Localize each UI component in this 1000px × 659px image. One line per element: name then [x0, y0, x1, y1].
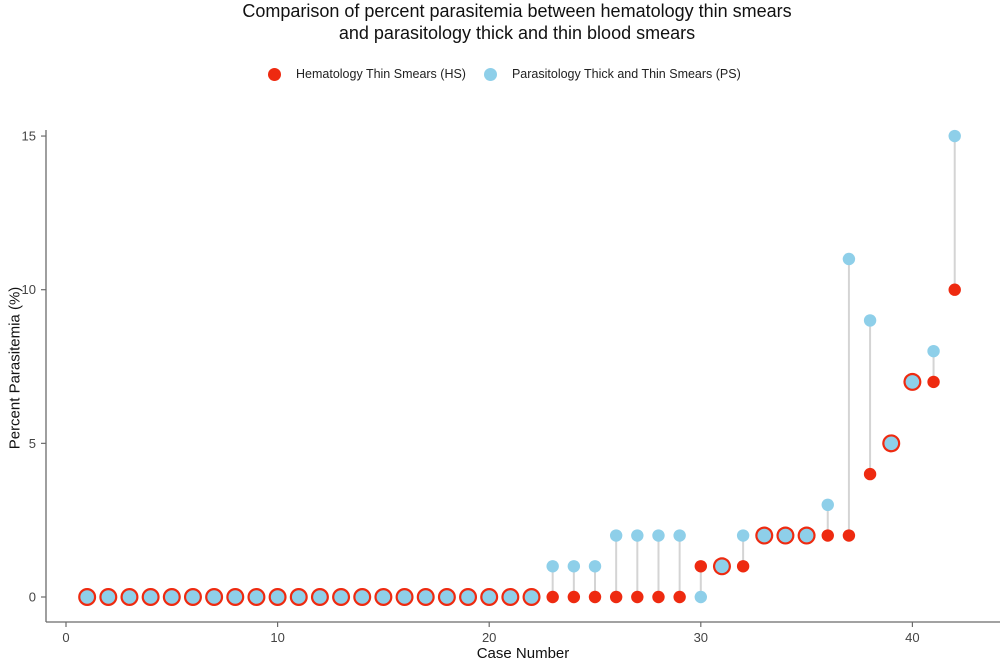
ps-point: [694, 590, 707, 604]
legend-item-ps: Parasitology Thick and Thin Smears (PS): [483, 67, 741, 81]
hs-point: [652, 590, 665, 604]
y-tick-label: 10: [22, 282, 36, 297]
hs-point: [546, 590, 559, 604]
ps-point: [927, 344, 940, 358]
ps-point: [207, 590, 221, 604]
ps-point: [418, 590, 433, 604]
ps-point: [736, 529, 750, 542]
hs-point: [927, 375, 940, 389]
legend-label-hs: Hematology Thin Smears (HS): [296, 67, 466, 81]
y-axis-ticks: 0 5 10 15: [22, 129, 46, 605]
hs-point: [863, 467, 877, 481]
connector-lines: [551, 136, 956, 597]
hs-point: [567, 590, 581, 604]
ps-point: [948, 129, 961, 143]
ps-point: [228, 590, 243, 604]
ps-point: [609, 529, 623, 542]
x-axis-title: Case Number: [477, 645, 570, 659]
ps-point: [863, 314, 877, 327]
chart-title: Comparison of percent parasitemia betwee…: [0, 0, 1000, 44]
ps-point: [122, 590, 137, 604]
ps-point: [778, 528, 793, 543]
y-axis-title: Percent Parasitemia (%): [6, 287, 23, 450]
ps-point: [397, 590, 412, 604]
series-ps-points: [546, 129, 961, 604]
y-tick-label: 15: [22, 129, 36, 144]
hs-point: [631, 590, 644, 604]
hs-point: [736, 560, 750, 573]
ps-point: [631, 529, 644, 542]
ps-point: [503, 590, 518, 604]
hs-point: [609, 590, 623, 604]
legend-marker-ps: [483, 67, 497, 81]
ps-point: [143, 590, 158, 604]
ps-point: [652, 529, 665, 542]
y-tick-label: 0: [29, 590, 36, 605]
legend-marker-hs: [268, 67, 281, 81]
x-axis-ticks: 0 10 20 30 40: [62, 622, 920, 645]
ps-point: [799, 528, 814, 543]
ps-point: [546, 560, 559, 573]
ps-point: [249, 590, 264, 604]
x-tick-label: 40: [905, 630, 919, 645]
x-tick-label: 30: [694, 630, 708, 645]
ps-point: [165, 590, 179, 604]
ps-point: [355, 590, 370, 604]
hs-point: [673, 590, 686, 604]
ps-point: [842, 252, 856, 266]
hs-point: [694, 560, 707, 573]
x-tick-label: 10: [270, 630, 284, 645]
ps-point: [313, 590, 327, 604]
x-tick-label: 20: [482, 630, 496, 645]
ps-point: [757, 528, 772, 543]
ps-point: [588, 560, 602, 573]
ps-point: [673, 529, 686, 542]
legend: Hematology Thin Smears (HS) Parasitology…: [268, 64, 759, 84]
ps-point: [567, 560, 581, 573]
chart-title-line-1: Comparison of percent parasitemia betwee…: [242, 1, 792, 21]
hs-point: [821, 529, 834, 542]
y-tick-label: 5: [29, 436, 36, 451]
hs-point: [842, 529, 856, 542]
ps-point: [524, 590, 539, 604]
ps-point: [905, 375, 920, 389]
hs-point: [948, 283, 961, 296]
ps-point: [80, 590, 94, 604]
hs-point: [588, 590, 602, 604]
ps-point: [376, 590, 391, 604]
ps-point: [101, 590, 116, 604]
ps-point: [482, 590, 497, 604]
legend-label-ps: Parasitology Thick and Thin Smears (PS): [511, 67, 741, 81]
series-hs-points: [78, 283, 961, 606]
ps-point: [291, 590, 306, 604]
ps-point: [334, 590, 348, 604]
ps-point: [884, 436, 899, 451]
legend-item-hs: Hematology Thin Smears (HS): [268, 67, 466, 81]
ps-point: [715, 559, 729, 574]
chart-title-line-2: and parasitology thick and thin blood sm…: [338, 23, 696, 43]
ps-point: [821, 498, 834, 512]
x-tick-label: 0: [62, 630, 69, 645]
ps-point: [461, 590, 475, 604]
ps-point: [270, 590, 285, 604]
ps-point: [186, 590, 200, 604]
ps-point: [440, 590, 454, 604]
